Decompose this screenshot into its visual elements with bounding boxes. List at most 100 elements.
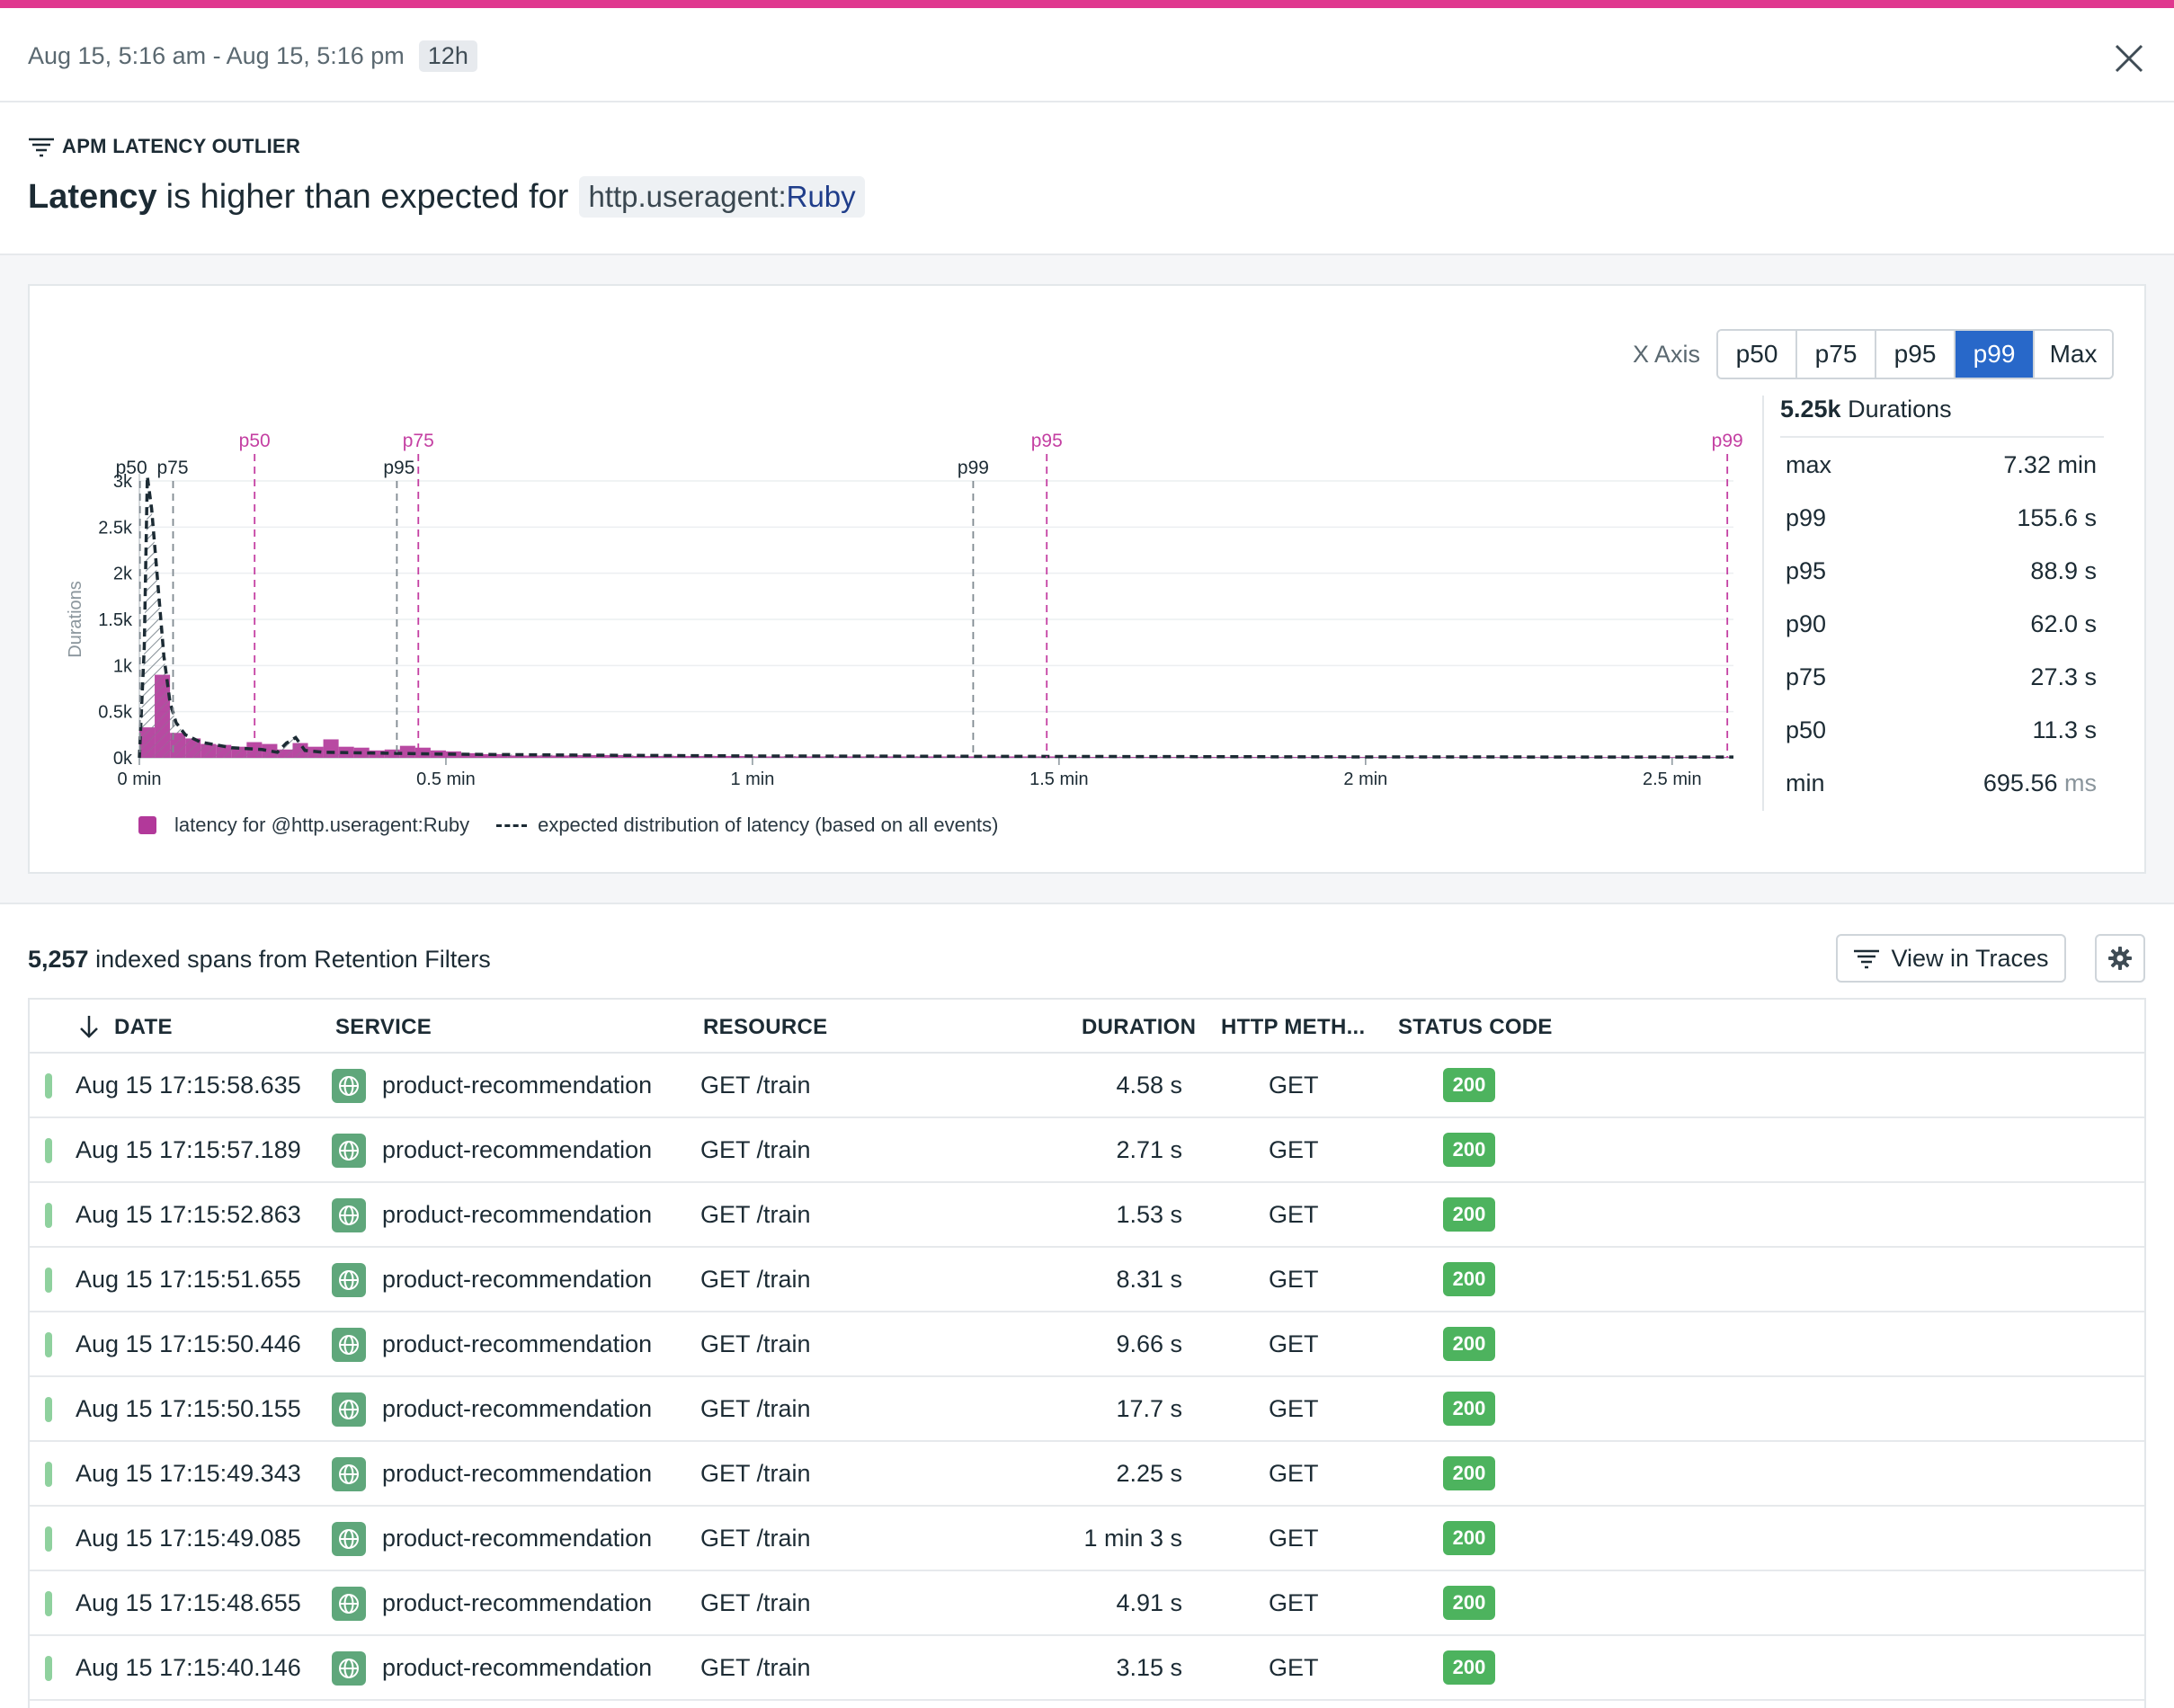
cell-resource: GET /train	[700, 1525, 811, 1552]
stat-row-p95: p95 88.9 s	[1786, 557, 2097, 585]
arrow-down-icon[interactable]	[78, 1014, 100, 1039]
status-indicator	[45, 1591, 52, 1616]
cell-resource: GET /train	[700, 1395, 811, 1422]
status-indicator	[45, 1526, 52, 1552]
cell-duration: 4.58 s	[1116, 1072, 1182, 1099]
table-row[interactable]: Aug 15 17:15:57.189 product-recommendatio…	[30, 1118, 2144, 1183]
cell-date: Aug 15 17:15:49.085	[76, 1525, 301, 1552]
table-row[interactable]: Aug 15 17:15:50.446 product-recommendatio…	[30, 1312, 2144, 1377]
cell-service: product-recommendation	[382, 1589, 653, 1616]
insight-phrase: is higher than expected for	[165, 177, 569, 216]
status-badge: 200	[1443, 1521, 1495, 1555]
x-tick-label: 1 min	[730, 769, 774, 789]
stat-label: p75	[1786, 663, 1827, 690]
chart-legend: latency for @http.useragent:Ruby expecte…	[138, 814, 999, 837]
stat-row-p90: p90 62.0 s	[1786, 610, 2097, 638]
table-row[interactable]: Aug 15 17:15:48.655 product-recommendatio…	[30, 1571, 2144, 1636]
cell-date: Aug 15 17:15:51.655	[76, 1266, 301, 1293]
globe-icon	[339, 1270, 359, 1290]
status-indicator	[45, 1203, 52, 1228]
percentile-label-observed: p50	[239, 431, 271, 451]
x-axis-option-p99[interactable]: p99	[1954, 331, 2034, 378]
column-header-status-code[interactable]: STATUS CODE	[1398, 1015, 1553, 1039]
cell-resource: GET /train	[700, 1330, 811, 1357]
cell-duration: 4.91 s	[1116, 1589, 1182, 1616]
status-badge: 200	[1443, 1327, 1495, 1361]
percentile-label-expected: p99	[958, 458, 989, 478]
y-tick-label: 2k	[113, 565, 133, 584]
column-header-date[interactable]: DATE	[114, 1015, 173, 1039]
cell-service: product-recommendation	[382, 1266, 653, 1293]
legend-swatch-expected	[496, 823, 528, 827]
column-header-duration[interactable]: DURATION	[1082, 1015, 1197, 1039]
cell-duration: 3.15 s	[1116, 1654, 1182, 1681]
percentile-label-expected: p50	[116, 458, 147, 478]
cell-http-method: GET	[1269, 1072, 1319, 1099]
table-row[interactable]: Aug 15 17:15:49.085 product-recommendatio…	[30, 1507, 2144, 1571]
cell-http-method: GET	[1269, 1525, 1319, 1552]
cell-http-method: GET	[1269, 1330, 1319, 1357]
status-indicator	[45, 1656, 52, 1681]
close-button[interactable]	[2111, 40, 2147, 76]
cell-resource: GET /train	[700, 1266, 811, 1293]
view-in-traces-button[interactable]: View in Traces	[1836, 934, 2066, 983]
stat-value: 27.3 s	[2030, 663, 2097, 690]
table-row[interactable]: Aug 15 17:15:58.635 product-recommendatio…	[30, 1054, 2144, 1118]
expected-distribution-line	[138, 476, 1734, 759]
status-indicator	[45, 1073, 52, 1099]
x-axis-option-p95[interactable]: p95	[1875, 331, 1955, 378]
stat-row-p75: p75 27.3 s	[1786, 663, 2097, 691]
legend-label-expected: expected distribution of latency (based …	[538, 814, 999, 836]
table-row[interactable]: Aug 15 17:15:40.146 product-recommendatio…	[30, 1636, 2144, 1701]
insight-metric: Latency	[28, 177, 157, 216]
filter-lines-icon	[1854, 949, 1880, 969]
service-icon	[332, 1587, 366, 1621]
percentile-label-expected: p75	[157, 458, 189, 478]
column-header-service[interactable]: SERVICE	[335, 1015, 432, 1039]
globe-icon	[339, 1464, 359, 1484]
cell-duration: 17.7 s	[1116, 1395, 1182, 1422]
span-count-label: indexed spans from Retention Filters	[95, 946, 491, 973]
insight-section: APM LATENCY OUTLIER Latency is higher th…	[0, 102, 2174, 255]
y-tick-label: 1k	[113, 656, 133, 676]
globe-icon	[339, 1529, 359, 1549]
span-list-title: 5,257 indexed spans from Retention Filte…	[28, 946, 491, 974]
table-row[interactable]: Aug 15 17:15:51.655 product-recommendatio…	[30, 1248, 2144, 1312]
stat-label: p50	[1786, 716, 1827, 743]
cell-resource: GET /train	[700, 1654, 811, 1681]
service-icon	[332, 1069, 366, 1103]
cell-resource: GET /train	[700, 1136, 811, 1163]
x-axis-label: X Axis	[1633, 340, 1701, 368]
cell-duration: 9.66 s	[1116, 1330, 1182, 1357]
duration-stats: 5.25k Durations max 7.32 min p99 155.6 s p…	[1762, 396, 2106, 811]
x-axis-option-p75[interactable]: p75	[1795, 331, 1876, 378]
stat-value: 11.3 s	[2032, 716, 2097, 743]
status-badge: 200	[1443, 1133, 1495, 1167]
stat-label: p99	[1786, 504, 1827, 531]
column-header-http-method[interactable]: HTTP METH...	[1221, 1015, 1366, 1039]
column-header-resource[interactable]: RESOURCE	[703, 1015, 828, 1039]
percentile-label-observed: p95	[1031, 431, 1063, 451]
expected-overlay	[139, 476, 1733, 758]
table-row[interactable]: Aug 15 17:15:50.155 product-recommendatio…	[30, 1377, 2144, 1442]
accent-bar	[0, 0, 2174, 8]
cell-http-method: GET	[1269, 1266, 1319, 1293]
panel-header: Aug 15, 5:16 am - Aug 15, 5:16 pm 12h	[0, 8, 2174, 102]
view-in-traces-label: View in Traces	[1891, 944, 2049, 972]
facet-chip[interactable]: http.useragent:Ruby	[579, 176, 865, 218]
x-tick-label: 0.5 min	[416, 769, 476, 789]
time-range-text: Aug 15, 5:16 am - Aug 15, 5:16 pm	[28, 42, 405, 69]
stat-label: p90	[1786, 610, 1827, 637]
facet-key: http.useragent:	[588, 180, 787, 213]
cell-date: Aug 15 17:15:48.655	[76, 1589, 301, 1616]
settings-button[interactable]	[2095, 934, 2145, 983]
table-row[interactable]: Aug 15 17:15:49.343 product-recommendatio…	[30, 1442, 2144, 1507]
status-indicator	[45, 1462, 52, 1487]
x-axis-option-max[interactable]: Max	[2033, 331, 2113, 378]
cell-date: Aug 15 17:15:58.635	[76, 1072, 301, 1099]
table-row[interactable]: Aug 15 17:15:52.863 product-recommendatio…	[30, 1183, 2144, 1248]
y-tick-label: 0k	[113, 749, 133, 769]
cell-http-method: GET	[1269, 1654, 1319, 1681]
cell-resource: GET /train	[700, 1460, 811, 1487]
x-axis-option-p50[interactable]: p50	[1718, 331, 1796, 378]
